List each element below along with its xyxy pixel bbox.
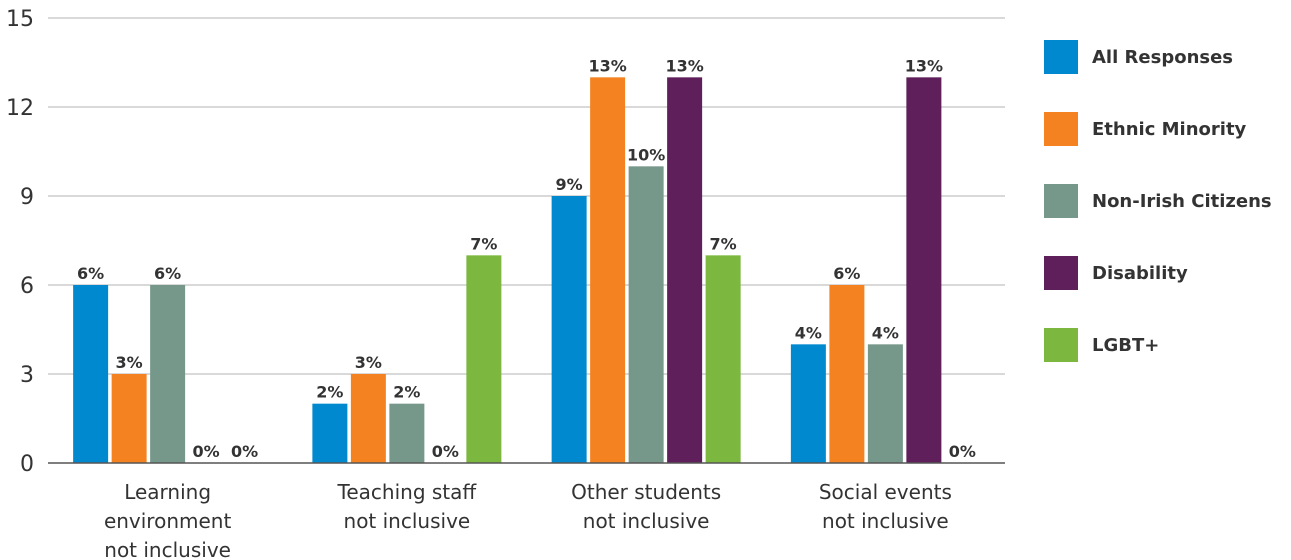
data-label: 0% xyxy=(432,442,459,461)
y-tick-label: 9 xyxy=(20,185,34,210)
category-labels: Learning environment not inclusive Teaching… xyxy=(104,480,952,560)
data-label: 3% xyxy=(116,353,143,372)
legend-swatch xyxy=(1044,184,1078,218)
bar xyxy=(389,403,425,463)
bar xyxy=(466,255,502,463)
legend: All Responses Ethnic Minority Non-Irish Ci… xyxy=(1044,40,1272,362)
category-label: not inclusive xyxy=(583,509,710,533)
category-label: environment xyxy=(104,509,232,533)
bar xyxy=(829,285,865,463)
legend-label: LGBT+ xyxy=(1092,335,1159,356)
category-label: Social events xyxy=(819,480,952,504)
legend-swatch xyxy=(1044,328,1078,362)
category-label: not inclusive xyxy=(344,509,471,533)
data-label: 7% xyxy=(470,234,497,253)
data-label: 6% xyxy=(833,264,860,283)
data-label: 4% xyxy=(872,323,899,342)
category-label: Learning xyxy=(124,480,211,504)
legend-swatch xyxy=(1044,112,1078,146)
y-tick-label: 12 xyxy=(6,96,34,121)
bar xyxy=(705,255,741,463)
data-label: 6% xyxy=(77,264,104,283)
bar xyxy=(150,285,186,463)
data-label: 0% xyxy=(231,442,258,461)
data-label: 2% xyxy=(393,383,420,402)
bar xyxy=(551,196,587,463)
data-label: 3% xyxy=(355,353,382,372)
legend-label: All Responses xyxy=(1092,47,1233,68)
bars xyxy=(73,77,942,464)
bar xyxy=(667,77,703,463)
y-tick-label: 15 xyxy=(6,7,34,32)
data-label: 10% xyxy=(627,145,665,164)
y-tick-label: 0 xyxy=(20,452,34,477)
bar xyxy=(790,344,826,463)
bar xyxy=(590,77,626,463)
legend-label: Non-Irish Citizens xyxy=(1092,191,1272,212)
data-label: 0% xyxy=(193,442,220,461)
bar xyxy=(73,285,109,463)
y-tick-label: 6 xyxy=(20,274,34,299)
category-label: not inclusive xyxy=(822,509,949,533)
y-axis-ticks: 0 3 6 9 12 15 xyxy=(6,7,34,477)
data-label: 13% xyxy=(588,56,626,75)
bar xyxy=(906,77,942,463)
bar xyxy=(628,166,664,464)
legend-label: Ethnic Minority xyxy=(1092,119,1247,140)
data-labels: 6% 3% 6% 0% 0% 2% 3% 2% 0% 7% 9% 13% 10% 13% 7% 4% 6% 4% 1… xyxy=(77,56,976,461)
legend-label: Disability xyxy=(1092,263,1188,284)
bar xyxy=(867,344,903,463)
data-label: 7% xyxy=(710,234,737,253)
data-label: 13% xyxy=(665,56,703,75)
data-label: 0% xyxy=(949,442,976,461)
legend-swatch xyxy=(1044,40,1078,74)
bar xyxy=(111,374,147,463)
data-label: 2% xyxy=(316,383,343,402)
data-label: 6% xyxy=(154,264,181,283)
y-tick-label: 3 xyxy=(20,363,34,388)
data-label: 4% xyxy=(795,323,822,342)
category-label: not inclusive xyxy=(104,538,231,560)
category-label: Other students xyxy=(571,480,721,504)
bar xyxy=(312,403,348,463)
category-label: Teaching staff xyxy=(337,480,478,504)
data-label: 13% xyxy=(905,56,943,75)
bar xyxy=(350,374,386,463)
data-label: 9% xyxy=(556,175,583,194)
legend-swatch xyxy=(1044,256,1078,290)
